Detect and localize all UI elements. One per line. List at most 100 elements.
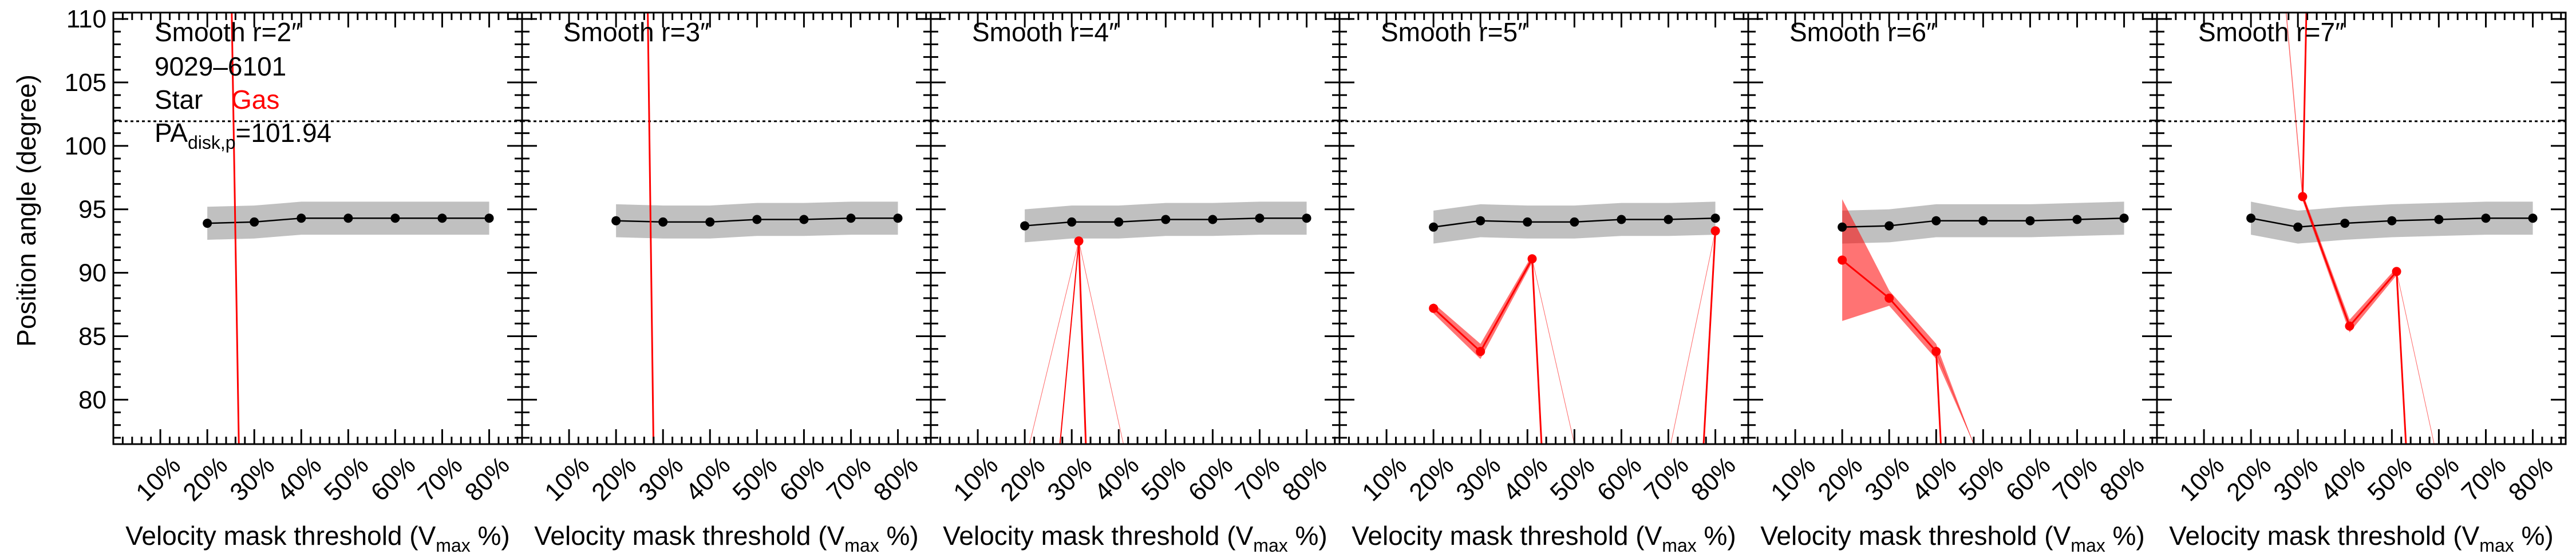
gas-line [1059, 241, 1080, 444]
gas-line [1935, 351, 1974, 444]
gas-line [1702, 231, 1717, 444]
x-tick-label: 30% [1451, 451, 1506, 506]
plot-area [931, 120, 1340, 444]
x-tick-label: 10% [1357, 451, 1412, 506]
gas-line [2301, 13, 2308, 197]
x-axis-title-main: Velocity mask threshold (V [1352, 521, 1662, 551]
star-point [2293, 222, 2303, 232]
star-point [1255, 213, 1265, 223]
star-point [1476, 216, 1485, 225]
panel-title: Smooth r=3″ [563, 17, 709, 47]
y-tick-label: 80 [78, 386, 106, 414]
x-axis-title-end: %) [1697, 521, 1736, 551]
gas-point [1838, 255, 1847, 265]
x-tick-label: 80% [868, 451, 924, 506]
star-point [1161, 215, 1171, 224]
star-point [1884, 221, 1894, 231]
x-tick-label: 70% [2456, 451, 2512, 506]
star-point [2119, 213, 2129, 223]
panel-title: Smooth r=6″ [1789, 17, 1935, 47]
panel-title: Smooth r=7″ [2198, 17, 2344, 47]
x-tick-label: 10% [1765, 451, 1821, 506]
x-axis-title: Velocity mask threshold (Vmax %) [1352, 521, 1736, 556]
star-point [297, 213, 306, 223]
x-axis-title-sub: max [436, 535, 470, 556]
panel-4: 10%20%30%40%50%60%70%80% Velocity mask th… [1338, 11, 1749, 556]
star-point [1208, 215, 1218, 224]
star-point [1710, 213, 1720, 223]
x-tick-label: 30% [1859, 451, 1915, 506]
x-tick-label: 80% [460, 451, 515, 506]
x-tick-label: 70% [1639, 451, 1694, 506]
x-tick-label: 40% [680, 451, 736, 506]
x-axis-title-sub: max [2479, 535, 2514, 556]
star-point [893, 213, 903, 223]
x-axis-title-sub: max [1662, 535, 1696, 556]
star-point [2434, 215, 2444, 224]
gas-line [2285, 13, 2304, 197]
star-point [2481, 213, 2491, 223]
star-point [1617, 215, 1626, 224]
object-id: 9029–6101 [155, 52, 286, 81]
gas-point [2298, 192, 2308, 201]
panel-3: 10%20%30%40%50%60%70%80% Velocity mask th… [930, 11, 1341, 556]
legend-star: Star [155, 85, 203, 114]
gas-line [1531, 259, 1575, 444]
x-axis-title: Velocity mask threshold (Vmax %) [1760, 521, 2144, 556]
x-tick-label: 10% [131, 451, 186, 506]
x-tick-label: 70% [1230, 451, 1286, 506]
star-point [1931, 216, 1941, 225]
x-tick-label: 20% [2221, 451, 2277, 506]
panel-5: 10%20%30%40%50%60%70%80% Velocity mask th… [1747, 11, 2158, 556]
gas-point [1476, 347, 1485, 357]
gas-point [1931, 347, 1941, 357]
star-point [1664, 215, 1673, 224]
star-point [846, 213, 856, 223]
gas-line [1531, 259, 1543, 444]
x-tick-label: 70% [413, 451, 468, 506]
x-tick-label: 30% [2268, 451, 2324, 506]
plot-frame [2156, 11, 2567, 445]
x-axis-title: Velocity mask threshold (Vmax %) [534, 521, 918, 556]
gas-error-band [1842, 199, 1974, 444]
x-axis-title-end: %) [1288, 521, 1327, 551]
star-point [658, 217, 668, 227]
star-point [799, 215, 809, 224]
x-tick-label: 80% [2503, 451, 2559, 506]
x-tick-label: 70% [821, 451, 877, 506]
gas-point [1884, 293, 1894, 303]
x-tick-label: 30% [1042, 451, 1097, 506]
x-tick-label: 40% [1498, 451, 1553, 506]
gas-line [647, 13, 655, 444]
x-axis-title-end: %) [2105, 521, 2145, 551]
x-axis-title-end: %) [471, 521, 510, 551]
panels: 8085909510010511010%20%30%40%50%60%70%80… [65, 5, 2567, 556]
gas-line [1670, 231, 1716, 444]
x-tick-label: 60% [1592, 451, 1647, 506]
x-tick-label: 60% [2409, 451, 2465, 506]
gas-point [1429, 303, 1439, 313]
x-axis-title-main: Velocity mask threshold (V [1760, 521, 2071, 551]
x-tick-label: 40% [2315, 451, 2370, 506]
x-tick-label: 70% [2048, 451, 2103, 506]
panel-title: Smooth r=4″ [972, 17, 1118, 47]
y-tick-label: 90 [78, 259, 106, 287]
x-tick-label: 50% [2362, 451, 2417, 506]
gas-point [2345, 321, 2354, 331]
y-tick-label: 110 [66, 5, 106, 33]
star-point [343, 213, 353, 223]
x-tick-label: 40% [271, 451, 327, 506]
star-point [2387, 216, 2397, 225]
panel-title: Smooth r=5″ [1381, 17, 1527, 47]
x-tick-label: 20% [1404, 451, 1459, 506]
x-axis-title-main: Velocity mask threshold (V [2169, 521, 2479, 551]
gas-line [2396, 271, 2435, 444]
star-point [1114, 217, 1124, 227]
star-point [611, 216, 621, 225]
x-axis-title-end: %) [2514, 521, 2554, 551]
y-tick-label: 85 [78, 323, 106, 351]
star-point [752, 215, 762, 224]
x-axis-title: Velocity mask threshold (Vmax %) [2169, 521, 2553, 556]
panel-2: 10%20%30%40%50%60%70%80% Velocity mask th… [521, 11, 932, 556]
